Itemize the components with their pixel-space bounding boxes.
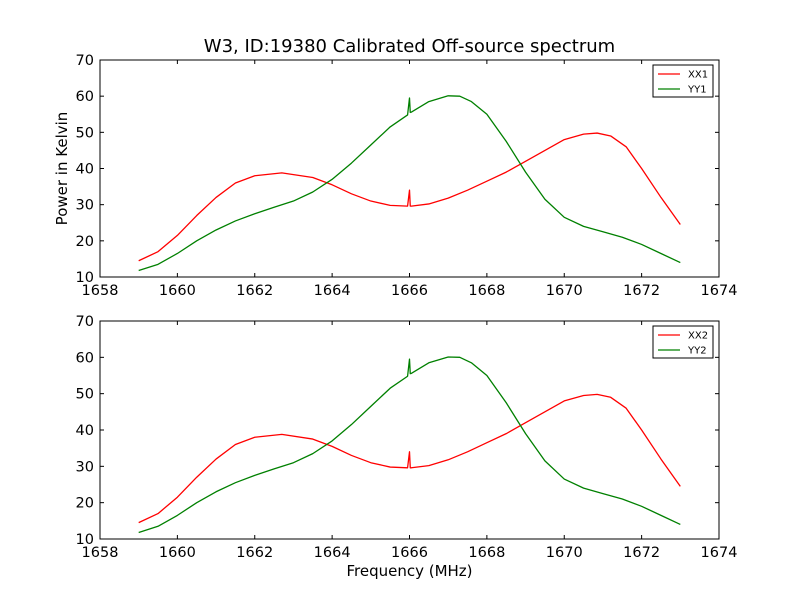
y-tick-label: 50 xyxy=(76,387,94,403)
x-axis-label: Frequency (MHz) xyxy=(346,562,472,580)
plot-frame xyxy=(99,320,720,540)
series-line-xx2 xyxy=(138,393,681,524)
series-line-yy1 xyxy=(138,95,681,272)
y-tick-label: 30 xyxy=(76,459,94,475)
x-tick-label: 1662 xyxy=(236,545,273,561)
x-tick-label: 1662 xyxy=(236,283,273,299)
x-tick-label: 1670 xyxy=(546,545,583,561)
x-tick-label: 1658 xyxy=(82,545,119,561)
y-tick-label: 30 xyxy=(76,198,94,214)
y-tick-label: 70 xyxy=(76,314,94,330)
x-tick-label: 1666 xyxy=(391,545,428,561)
x-tick-label: 1668 xyxy=(468,545,505,561)
y-tick-label: 20 xyxy=(76,234,94,250)
y-tick-label: 70 xyxy=(76,53,94,69)
y-tick-label: 40 xyxy=(76,162,94,178)
x-tick-label: 1658 xyxy=(82,283,119,299)
plot-frame xyxy=(99,59,720,278)
legend-label-yy1: YY1 xyxy=(687,85,707,96)
series-line-yy2 xyxy=(138,356,681,534)
y-tick-label: 60 xyxy=(76,350,94,366)
x-tick-label: 1660 xyxy=(159,545,196,561)
y-tick-label: 20 xyxy=(76,496,94,512)
legend-label-xx1: XX1 xyxy=(688,70,708,81)
x-tick-label: 1664 xyxy=(314,283,351,299)
x-tick-label: 1666 xyxy=(391,283,428,299)
subplot-2: 1658 1660 1662 1664 1666 1668 1670 1672 1674 10 20… xyxy=(76,314,738,580)
y-tick-label: 40 xyxy=(76,423,94,439)
y-axis-label: Power in Kelvin xyxy=(53,112,71,226)
chart-title: W3, ID:19380 Calibrated Off-source spect… xyxy=(204,36,615,57)
legend-box xyxy=(652,64,714,98)
y-tick-label: 50 xyxy=(76,125,94,141)
y-tick-label: 60 xyxy=(76,89,94,105)
subplot-1: 1658 1660 1662 1664 1666 1668 1670 1672 1674 10 20… xyxy=(53,36,737,299)
legend-label-yy2: YY2 xyxy=(687,346,707,357)
legend-label-xx2: XX2 xyxy=(688,331,708,342)
y-tick-label: 10 xyxy=(76,532,94,548)
x-tick-label: 1674 xyxy=(701,545,738,561)
x-tick-label: 1672 xyxy=(623,283,660,299)
x-tick-label: 1670 xyxy=(546,283,583,299)
series-line-xx1 xyxy=(138,132,681,262)
x-tick-label: 1674 xyxy=(701,283,738,299)
x-tick-label: 1664 xyxy=(314,545,351,561)
x-tick-label: 1672 xyxy=(623,545,660,561)
x-tick-label: 1660 xyxy=(159,283,196,299)
legend-box xyxy=(652,325,714,359)
y-tick-label: 10 xyxy=(76,270,94,286)
x-tick-label: 1668 xyxy=(468,283,505,299)
